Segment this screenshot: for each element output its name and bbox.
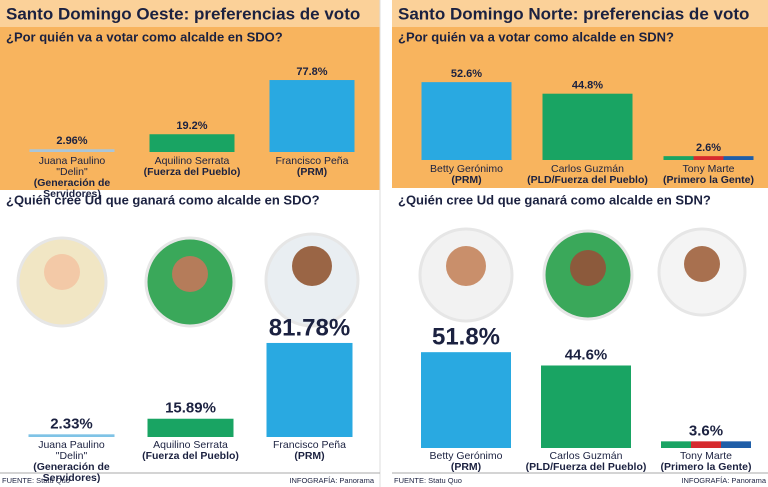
question: ¿Quién cree Ud que ganará como alcalde e…	[6, 192, 320, 207]
candidate-name: Carlos Guzmán	[549, 450, 623, 462]
candidate-name: Tony Marte	[680, 450, 732, 462]
value-label: 52.6%	[451, 68, 482, 80]
bar	[421, 352, 511, 448]
candidate-name: Aquilino Serrata	[154, 155, 230, 167]
bar	[541, 365, 631, 448]
party-name: (Primero la Gente)	[660, 461, 752, 473]
bar	[661, 441, 751, 448]
title-band	[0, 0, 380, 27]
category-label: Tony Marte (Primero la Gente)	[636, 451, 768, 473]
party-name: (PLD/Fuerza del Pueblo)	[525, 461, 647, 473]
category-label: Betty Gerónimo (PRM)	[397, 164, 537, 186]
party-name: (PRM)	[450, 461, 482, 473]
candidate-name: Carlos Guzmán	[551, 163, 624, 175]
value-label: 15.89%	[165, 400, 216, 417]
category-label: Francisco Peña (PRM)	[263, 156, 361, 178]
bar	[147, 418, 234, 437]
candidate-name: Francisco Peña	[275, 155, 349, 167]
candidate-name: Betty Gerónimo	[429, 450, 503, 462]
photo-face	[446, 246, 486, 286]
category-label: Juana Paulino "Delin" (Generación de Serv…	[23, 440, 121, 484]
category-label: Aquilino Serrata (Fuerza del Pueblo)	[143, 156, 241, 178]
candidate-name: Francisco Peña	[273, 439, 346, 451]
value-label: 51.8%	[432, 324, 500, 351]
candidate-name: Tony Marte	[682, 163, 735, 175]
source: FUENTE: Statu Quo	[394, 476, 462, 485]
category-label: Carlos Guzmán (PLD/Fuerza del Pueblo)	[518, 164, 658, 186]
value-label: 44.6%	[565, 346, 608, 363]
credit: INFOGRAFÍA: Panorama	[289, 476, 374, 485]
chart-subtitle: ¿Por quién va a votar como alcalde en SD…	[398, 29, 674, 44]
value-label: 77.8%	[296, 66, 327, 78]
source: FUENTE: Statu Quo	[2, 476, 70, 485]
value-label: 3.6%	[689, 422, 723, 439]
bar	[29, 149, 115, 152]
category-label: Carlos Guzmán (PLD/Fuerza del Pueblo)	[516, 451, 656, 473]
bar	[28, 434, 115, 437]
party-name: (PRM)	[296, 166, 328, 178]
photo-face	[172, 256, 208, 292]
category-label: Juana Paulino "Delin" (Generación de Serv…	[23, 156, 121, 200]
party-name: (Generación de Servidores)	[33, 461, 110, 484]
value-label: 81.78%	[269, 314, 350, 341]
bar	[266, 342, 353, 437]
photo-face	[684, 246, 720, 282]
photo-face	[570, 250, 606, 286]
party-name: (Fuerza del Pueblo)	[142, 450, 239, 462]
party-name: (PRM)	[294, 450, 325, 462]
bar	[149, 134, 235, 152]
party-name: (Fuerza del Pueblo)	[143, 166, 241, 178]
value-label: 19.2%	[176, 120, 207, 132]
party-name: (PRM)	[451, 174, 482, 186]
category-label: Francisco Peña (PRM)	[261, 440, 359, 462]
title-band	[392, 0, 768, 27]
party-name: (Primero la Gente)	[662, 174, 755, 186]
value-label: 2.33%	[50, 415, 93, 432]
candidate-name: Juana Paulino "Delin"	[38, 439, 105, 462]
party-name: (Generación de Servidores)	[33, 177, 111, 200]
credit: INFOGRAFÍA: Panorama	[681, 476, 766, 485]
party-name: (PLD/Fuerza del Pueblo)	[527, 174, 648, 186]
category-label: Aquilino Serrata (Fuerza del Pueblo)	[142, 440, 240, 462]
question: ¿Quién cree Ud que ganará como alcalde e…	[398, 192, 711, 207]
candidate-name: Juana Paulino "Delin"	[38, 155, 106, 178]
chart-subtitle: ¿Por quién va a votar como alcalde en SD…	[6, 29, 283, 44]
value-label: 2.96%	[56, 135, 87, 147]
bar	[269, 80, 355, 152]
category-label: Tony Marte (Primero la Gente)	[639, 164, 768, 186]
photo-face	[44, 254, 80, 290]
candidate-name: Aquilino Serrata	[153, 439, 228, 451]
photos	[16, 227, 747, 328]
chart-title: Santo Domingo Norte: preferencias de vot…	[398, 4, 749, 23]
value-label: 2.6%	[696, 142, 721, 154]
candidate-name: Betty Gerónimo	[430, 163, 503, 175]
category-label: Betty Gerónimo (PRM)	[396, 451, 536, 473]
bar	[542, 93, 633, 160]
bar	[421, 82, 512, 160]
bar	[663, 156, 754, 160]
chart-title: Santo Domingo Oeste: preferencias de vot…	[6, 4, 360, 23]
photo-face	[292, 246, 332, 286]
value-label: 44.8%	[572, 80, 603, 92]
